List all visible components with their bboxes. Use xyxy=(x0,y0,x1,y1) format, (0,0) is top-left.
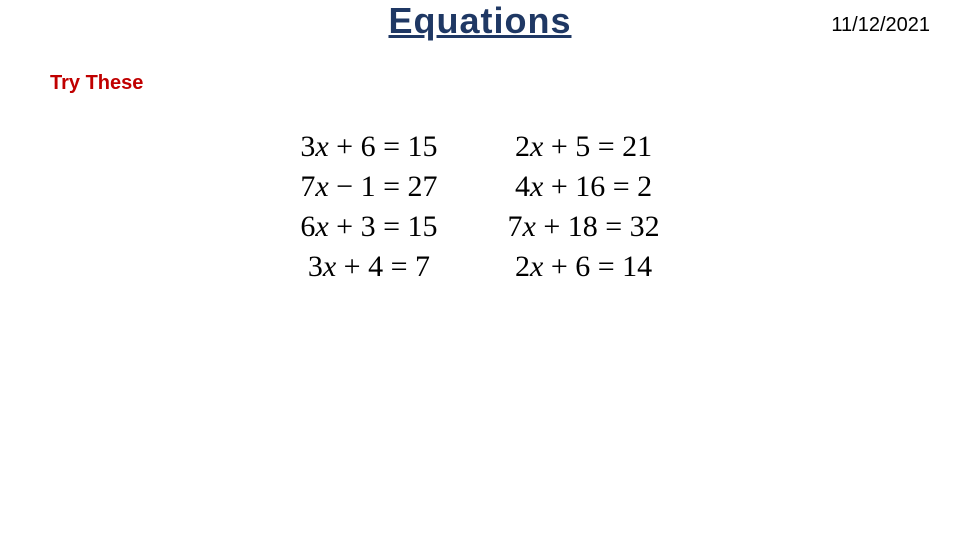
equations-container: 3x + 6 = 15 7x − 1 = 27 6x + 3 = 15 3x + 4 … xyxy=(0,130,960,284)
equation: 7x − 1 = 27 xyxy=(300,170,437,204)
equation: 3x + 4 = 7 xyxy=(308,250,430,284)
page-date: 11/12/2021 xyxy=(831,14,930,37)
equation: 2x + 6 = 14 xyxy=(515,250,652,284)
equation: 6x + 3 = 15 xyxy=(300,210,437,244)
equations-left-column: 3x + 6 = 15 7x − 1 = 27 6x + 3 = 15 3x + 4 … xyxy=(300,130,437,284)
equation: 3x + 6 = 15 xyxy=(300,130,437,164)
subtitle-label: Try These xyxy=(50,72,143,95)
equation: 4x + 16 = 2 xyxy=(515,170,652,204)
equation: 7x + 18 = 32 xyxy=(508,210,660,244)
page-title: Equations xyxy=(0,0,960,42)
equation: 2x + 5 = 21 xyxy=(515,130,652,164)
equations-right-column: 2x + 5 = 21 4x + 16 = 2 7x + 18 = 32 2x + 6… xyxy=(508,130,660,284)
